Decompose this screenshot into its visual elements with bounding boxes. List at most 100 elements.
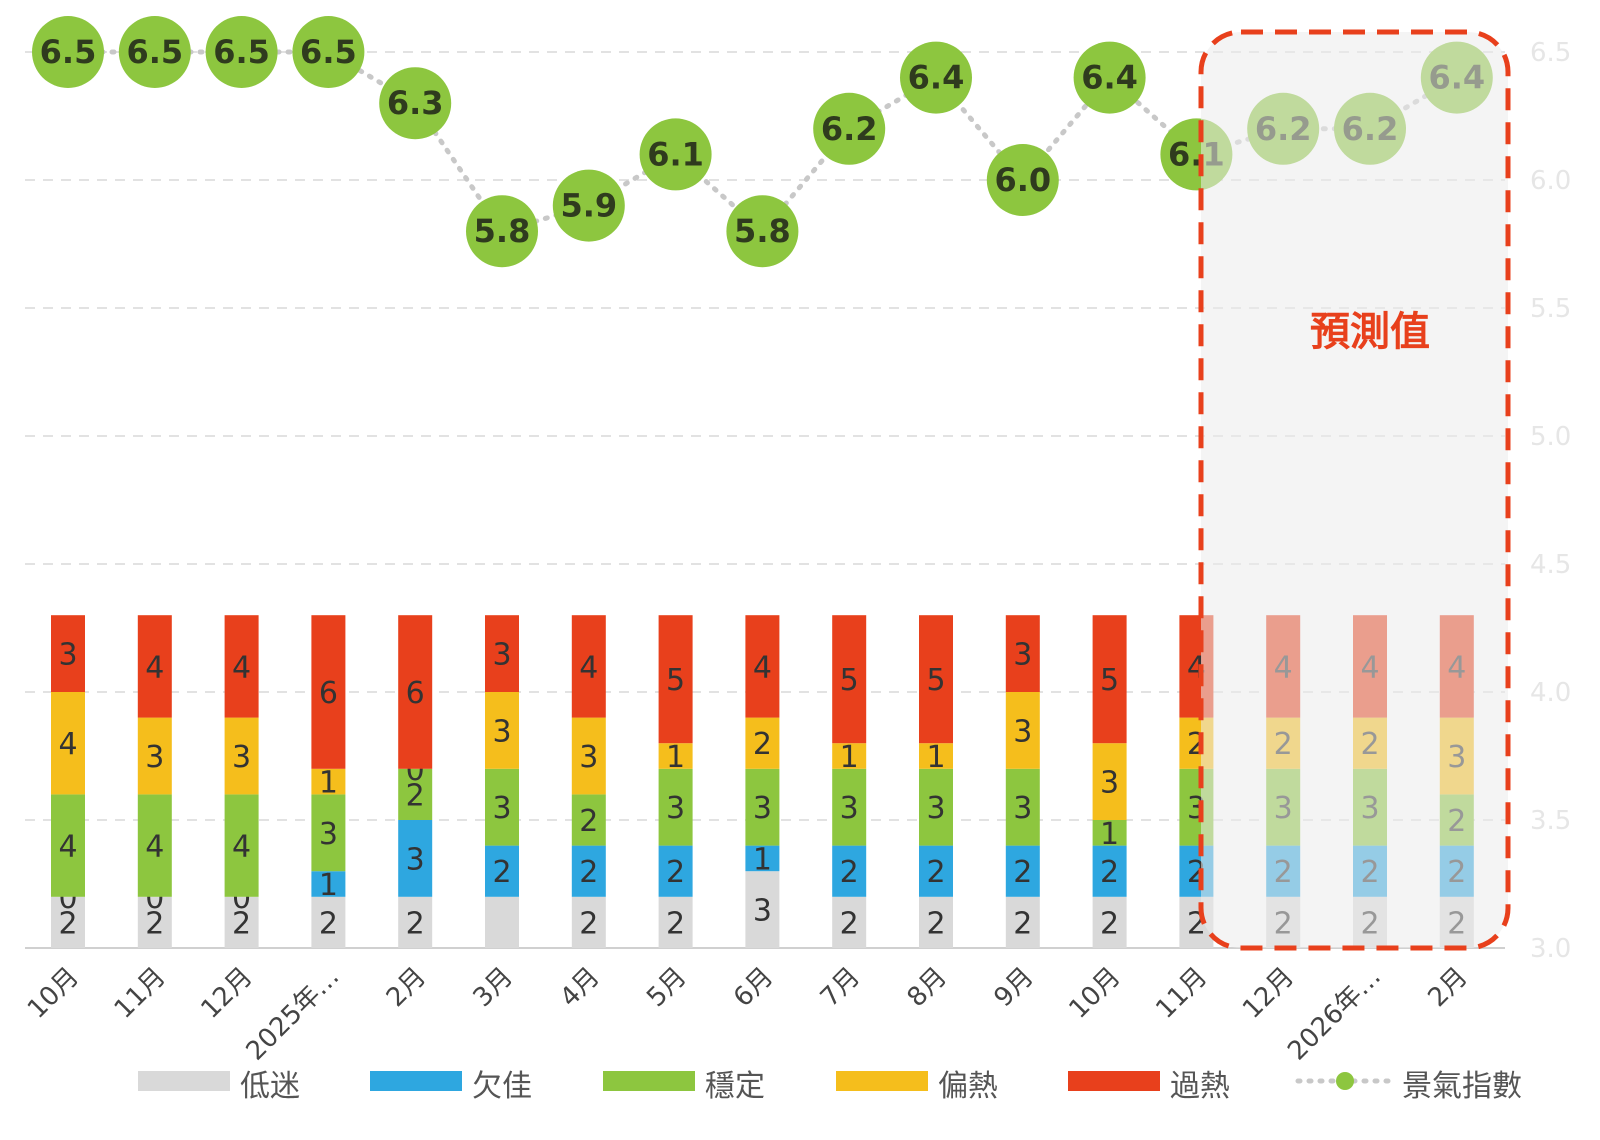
bar-segment-label: 3 (753, 791, 772, 826)
bar-segment-欠佳 (1005, 845, 1040, 897)
legend-swatch-穩定 (603, 1071, 695, 1091)
bar-segment-欠佳 (571, 845, 606, 897)
bar-segment-label: 5 (1100, 663, 1119, 698)
bar-segment-label: 1 (840, 740, 859, 775)
index-point-label: 6.0 (994, 161, 1051, 199)
legend-label: 過熱 (1170, 1069, 1230, 1104)
bar-segment-過熱 (1005, 615, 1040, 692)
legend-swatch-低迷 (138, 1071, 230, 1091)
legend-swatch-過熱 (1068, 1071, 1160, 1091)
bar-segment-label: 2 (579, 906, 598, 941)
bar-segment-過熱 (919, 615, 953, 744)
bar-segment-label: 2 (58, 906, 77, 941)
x-axis-label: 4月 (554, 962, 605, 1013)
bar-segment-label: 6 (406, 676, 425, 711)
bar-segment-穩定 (658, 768, 693, 846)
bar-segment-label: 2 (1013, 855, 1032, 890)
index-point-label: 6.5 (300, 33, 357, 71)
right-axis-tick: 4.0 (1530, 678, 1571, 708)
right-axis-tick: 6.0 (1530, 166, 1571, 196)
bar-segment-低迷 (919, 896, 953, 948)
bar-segment-label: 2 (666, 906, 685, 941)
x-axis-label: 8月 (902, 962, 953, 1013)
x-axis-label: 2月 (381, 962, 432, 1013)
bar-segment-過熱 (832, 615, 867, 744)
bar-segment-label: 5 (926, 663, 945, 698)
right-axis-ticks: 3.0 3.5 4.0 4.5 5.0 5.5 6.0 6.5 (1530, 38, 1571, 964)
legend-label: 欠佳 (472, 1069, 532, 1104)
bar-segment-偏熱 (224, 717, 259, 795)
bar-segment-label: 1 (926, 740, 945, 775)
bar-segment-label: 3 (666, 791, 685, 826)
index-point-label: 6.2 (821, 110, 878, 148)
x-axis-label: 3月 (468, 962, 519, 1013)
bar-segment-過熱 (745, 615, 780, 718)
bar-segment-label: 2 (840, 855, 859, 890)
bar-segment-穩定 (398, 768, 433, 820)
bar-segment-低迷 (137, 896, 172, 948)
bar-segment-穩定 (919, 768, 953, 846)
bar-segment-label: 3 (492, 791, 511, 826)
bar-segment-label: 2 (753, 727, 772, 762)
bar-segment-穩定 (745, 768, 780, 846)
bar-segment-label: 3 (1013, 714, 1032, 749)
x-axis-label: 10月 (22, 962, 85, 1025)
x-axis-label: 6月 (728, 962, 779, 1013)
bar-segment-label: 2 (579, 804, 598, 839)
index-point-label: 6.5 (40, 33, 97, 71)
bar-segment-label: 4 (58, 830, 77, 865)
bar-segment-label: 3 (926, 791, 945, 826)
index-point-label: 6.3 (387, 84, 444, 122)
index-point (466, 195, 538, 268)
bar-segment-過熱 (311, 615, 346, 769)
index-point-label: 6.5 (213, 33, 270, 71)
bar-segment-過熱 (51, 615, 85, 692)
bar-segment-欠佳 (398, 820, 433, 897)
bar-segment-label: 3 (492, 638, 511, 673)
bar-segment-label: 4 (579, 650, 598, 685)
bar-segment-label: 1 (1100, 817, 1119, 852)
index-point-label: 6.4 (908, 59, 965, 97)
legend-label: 穩定 (705, 1069, 765, 1104)
bar-segment-label: 3 (1013, 638, 1032, 673)
bar-segment-label: 2 (1100, 906, 1119, 941)
index-point (32, 16, 104, 88)
index-point (379, 67, 452, 140)
bar-segment-label: 3 (753, 894, 772, 929)
bar-segment-穩定 (51, 794, 85, 897)
x-axis-label: 2026年… (1282, 962, 1387, 1067)
bar-segment-label: 3 (1013, 791, 1032, 826)
bar-segment-label: 2 (406, 906, 425, 941)
legend-label: 景氣指數 (1402, 1069, 1522, 1104)
bar-segment-偏熱 (832, 743, 867, 769)
bar-segment-穩定 (485, 768, 519, 846)
legend-swatch-欠佳 (370, 1071, 462, 1091)
right-axis-tick: 6.5 (1530, 38, 1571, 68)
bar-segment-偏熱 (745, 717, 780, 769)
x-axis-label: 11月 (109, 962, 172, 1025)
bar-segment-label: 1 (319, 766, 338, 801)
bar-segment-過熱 (658, 615, 693, 744)
bar-segment-低迷 (51, 896, 85, 948)
bar-segment-低迷 (1005, 896, 1040, 948)
bar-segment-偏熱 (571, 717, 606, 795)
bar-segment-低迷 (832, 896, 867, 948)
bar-segment-穩定 (137, 794, 172, 897)
index-point (118, 16, 191, 88)
x-axis-label: 12月 (196, 962, 259, 1025)
x-axis-label: 11月 (1150, 962, 1213, 1025)
legend-marker (1336, 1072, 1354, 1090)
bar-segment-偏熱 (658, 743, 693, 769)
bar-segment-欠佳 (311, 871, 346, 897)
bar-segment-label: 4 (232, 830, 251, 865)
legend-label: 偏熱 (938, 1069, 998, 1104)
bar-segment-過熱 (398, 615, 433, 769)
bar-segment-穩定 (1005, 768, 1040, 846)
forecast-box (1198, 29, 1511, 951)
bar-segment-label: 4 (58, 727, 77, 762)
bar-segment-label: 4 (145, 830, 164, 865)
bar-segment-欠佳 (832, 845, 867, 897)
bar-segment-偏熱 (485, 692, 519, 769)
